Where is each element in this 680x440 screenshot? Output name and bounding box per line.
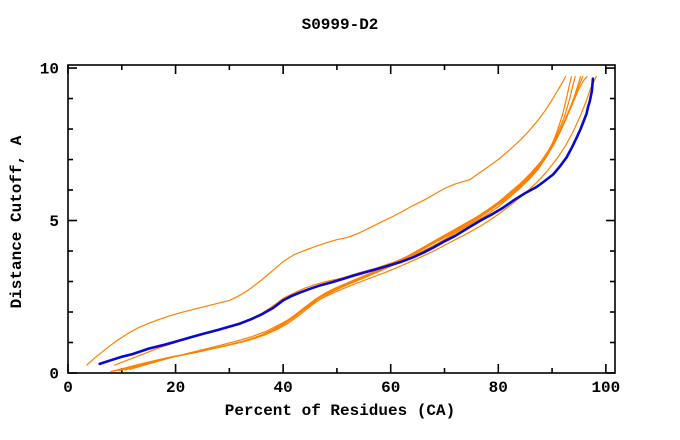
curve-orange-curve-3 bbox=[110, 75, 576, 373]
y-tick-label: 10 bbox=[40, 61, 59, 79]
x-tick-label: 20 bbox=[166, 379, 185, 397]
x-tick-label: 0 bbox=[63, 379, 73, 397]
y-tick-label: 0 bbox=[49, 366, 59, 384]
curve-orange-curve-5 bbox=[123, 75, 588, 371]
chart-title: S0999-D2 bbox=[301, 16, 379, 34]
curve-orange-curve-2 bbox=[114, 75, 573, 366]
plot-border bbox=[67, 64, 616, 374]
curve-orange-curve-7 bbox=[113, 75, 582, 372]
x-tick-label: 60 bbox=[381, 379, 400, 397]
x-tick-label: 40 bbox=[274, 379, 293, 397]
y-tick-label: 5 bbox=[49, 213, 59, 231]
curve-orange-curve-4 bbox=[118, 75, 584, 372]
x-tick-label: 100 bbox=[591, 379, 620, 397]
x-tick-label: 80 bbox=[489, 379, 508, 397]
curve-blue-curve bbox=[98, 77, 595, 366]
curve-orange-curve-6 bbox=[129, 75, 597, 370]
x-axis-label: Percent of Residues (CA) bbox=[224, 402, 456, 420]
curve-orange-curve-1 bbox=[86, 75, 567, 366]
